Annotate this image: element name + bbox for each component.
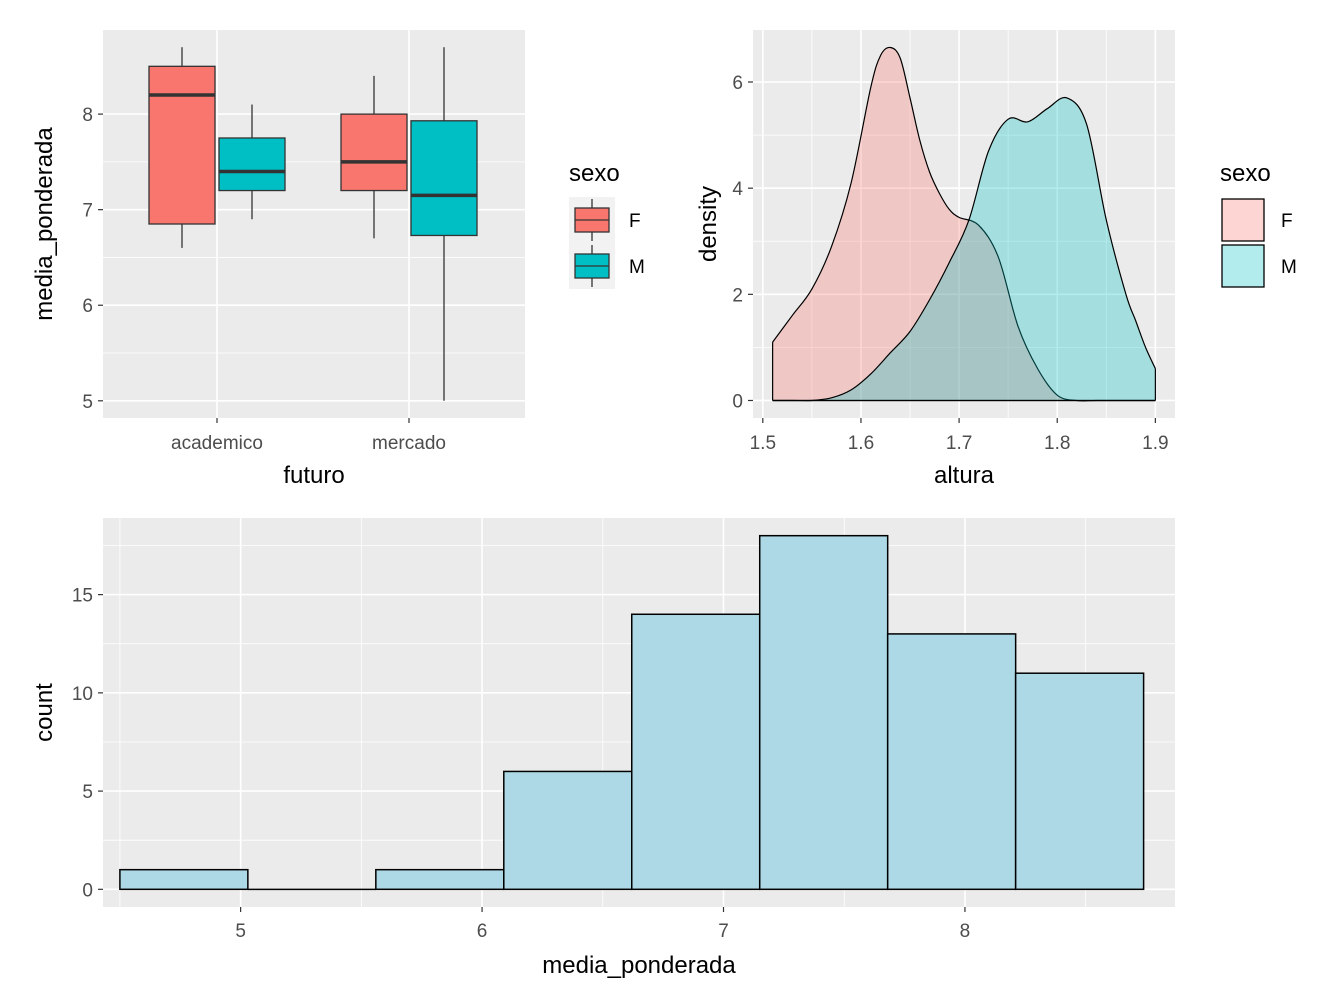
box-mercado-M (410, 47, 478, 401)
x-tick-label: 1.7 (946, 433, 972, 454)
legend-title: sexo (569, 160, 620, 187)
legend: sexo F M (569, 160, 645, 289)
box-academico-M (218, 104, 286, 220)
histogram-bar (758, 534, 889, 891)
y-axis-title: count (31, 683, 58, 742)
histogram-panel: 0 5 10 15 5 6 7 8 media_ponderada count (31, 518, 1175, 979)
y-tick-label: 4 (732, 179, 743, 200)
histogram-bar (375, 868, 505, 891)
histogram-bar (886, 633, 1017, 891)
x-tick-label: 6 (477, 921, 488, 942)
y-tick-label: 5 (82, 782, 93, 803)
legend-key-F (1221, 198, 1265, 242)
y-tick-label: 0 (82, 880, 93, 901)
y-tick-label: 15 (72, 586, 93, 607)
x-tick-label: 1.9 (1142, 433, 1168, 454)
density-area-M (772, 97, 1156, 401)
histogram-bar (1014, 672, 1145, 891)
box-mercado-F (340, 75, 408, 239)
y-tick-label: 10 (72, 684, 93, 705)
y-axis-title: media_ponderada (31, 127, 58, 321)
x-tick-label: 8 (960, 921, 971, 942)
y-tick-label: 7 (82, 201, 93, 222)
y-tick-label: 0 (732, 391, 743, 412)
box-academico-F (148, 47, 216, 248)
legend-label-F: F (629, 211, 641, 232)
box-iqr (340, 113, 408, 192)
x-axis-title: media_ponderada (542, 952, 736, 979)
y-tick-label: 2 (732, 285, 743, 306)
box-iqr (410, 120, 478, 237)
legend-key-M (1221, 244, 1265, 288)
x-tick-label: academico (171, 433, 263, 454)
legend: sexo F M (1220, 160, 1297, 288)
density-area-F (772, 47, 1156, 401)
y-tick-label: 5 (82, 392, 93, 413)
box-iqr (218, 137, 286, 192)
x-axis-title: futuro (283, 462, 344, 489)
y-axis-title: density (695, 186, 722, 262)
x-tick-label: 7 (718, 921, 729, 942)
x-tick-label: 1.5 (750, 433, 776, 454)
box-iqr (148, 65, 216, 225)
panel-background (753, 30, 1175, 418)
histogram-bar (631, 613, 761, 891)
legend-label-M: M (1281, 257, 1297, 278)
x-tick-label: 1.6 (848, 433, 874, 454)
histogram-bar (503, 770, 633, 891)
y-tick-label: 6 (82, 296, 93, 317)
legend-label-F: F (1281, 211, 1293, 232)
x-tick-label: 5 (235, 921, 246, 942)
density-line-M (772, 96, 1156, 402)
legend-title: sexo (1220, 160, 1271, 187)
legend-label-M: M (629, 257, 645, 278)
y-tick-label: 6 (732, 73, 743, 94)
x-tick-label: 1.8 (1044, 433, 1070, 454)
histogram-bar (119, 868, 249, 891)
density-panel: 0 2 4 6 1.5 1.6 1.7 1.8 1.9 altura density sexo F M (695, 30, 1297, 489)
boxplot-panel: 5 6 7 8 academico mercado futuro media_ponderad… (31, 30, 645, 489)
x-axis-title: altura (934, 462, 995, 489)
y-tick-label: 8 (82, 105, 93, 126)
x-tick-label: mercado (372, 433, 446, 454)
